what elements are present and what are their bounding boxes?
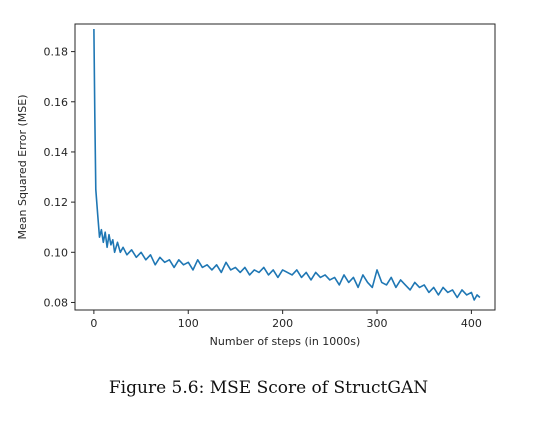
- y-tick-label: 0.08: [44, 296, 69, 309]
- y-tick-label: 0.10: [44, 246, 69, 259]
- x-axis-label: Number of steps (in 1000s): [210, 335, 361, 348]
- x-tick-label: 400: [461, 317, 482, 330]
- plot-area: 0 100 200 300 400 0.08 0.10 0.12 0.14 0.16 0.18: [44, 23, 496, 330]
- mse-line-chart: 0 100 200 300 400 0.08 0.10 0.12 0.14 0.16 0.18 N…: [16, 23, 496, 348]
- x-tick-label: 0: [90, 317, 97, 330]
- mse-series-line: [93, 28, 481, 301]
- x-tick-label: 300: [367, 317, 388, 330]
- y-tick-label: 0.16: [44, 96, 69, 109]
- x-tick-label: 100: [178, 317, 199, 330]
- x-tick-label: 200: [272, 317, 293, 330]
- y-axis-ticks: 0.08 0.10 0.12 0.14 0.16 0.18: [44, 46, 75, 309]
- y-tick-label: 0.18: [44, 46, 69, 59]
- y-tick-label: 0.14: [44, 146, 69, 159]
- plot-frame: [74, 23, 496, 311]
- y-axis-label: Mean Squared Error (MSE): [16, 95, 29, 240]
- figure-caption: Figure 5.6: MSE Score of StructGAN: [108, 378, 429, 398]
- x-axis-ticks: 0 100 200 300 400: [90, 310, 482, 330]
- y-tick-label: 0.12: [44, 196, 69, 209]
